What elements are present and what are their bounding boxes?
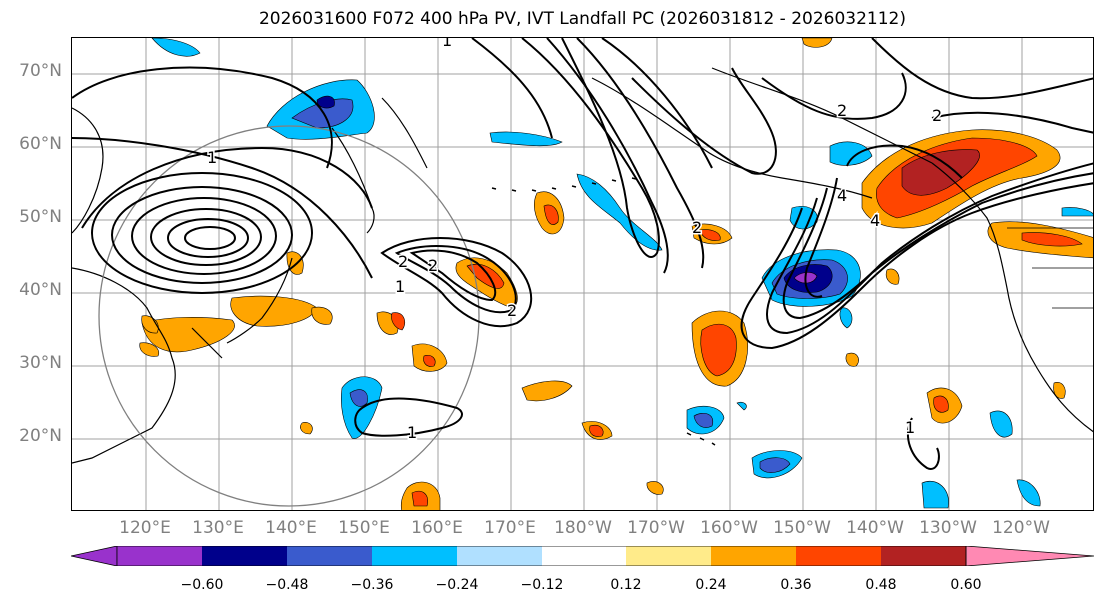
contour-label: 2: [932, 106, 942, 125]
lat-label-30n: 30°N: [19, 353, 62, 373]
colorbar-tick: 0.12: [610, 577, 642, 593]
contour-label: 1: [207, 148, 217, 167]
contour-label: 1: [407, 423, 417, 442]
lat-label-40n: 40°N: [19, 280, 62, 300]
lon-label-180w: 180°W: [554, 518, 612, 538]
contour-label: 1: [905, 418, 915, 437]
colorbar: [71, 546, 1094, 566]
region-circle: [98, 125, 480, 507]
colorbar-tick: −0.36: [350, 577, 394, 593]
colorbar-tick: −0.48: [265, 577, 309, 593]
colorbar-tick: 0.60: [950, 577, 982, 593]
colorbar-segment: [881, 546, 966, 566]
lon-label-160w: 160°W: [700, 518, 758, 538]
contour-label: 4: [870, 211, 880, 230]
lon-label-130e: 130°E: [192, 518, 244, 538]
colorbar-segment: [711, 546, 796, 566]
lon-label-150w: 150°W: [773, 518, 831, 538]
contour-label: 1: [442, 38, 452, 50]
colorbar-tick: −0.60: [180, 577, 224, 593]
contour-label: 4: [837, 186, 847, 205]
lon-label-120w: 120°W: [992, 518, 1050, 538]
lon-label-150e: 150°E: [338, 518, 390, 538]
lon-label-140e: 140°E: [265, 518, 317, 538]
map-canvas: 1 1 1 1 2 2 2 2 2 2 4 4 1: [72, 38, 1093, 510]
colorbar-segment: [796, 546, 881, 566]
lat-label-50n: 50°N: [19, 207, 62, 227]
lat-label-60n: 60°N: [19, 134, 62, 154]
lon-label-160e: 160°E: [411, 518, 463, 538]
colorbar-segment: [542, 546, 626, 566]
colorbar-segment: [71, 546, 118, 566]
colorbar-segment: [202, 546, 287, 566]
lat-label-20n: 20°N: [19, 426, 62, 446]
colorbar-tick: 0.24: [695, 577, 727, 593]
lon-label-130w: 130°W: [919, 518, 977, 538]
contour-label: 2: [398, 252, 408, 271]
graticule: [72, 38, 1093, 510]
lon-label-170e: 170°E: [484, 518, 536, 538]
colorbar-tick: −0.12: [520, 577, 564, 593]
ivt-contours: [72, 38, 1093, 470]
colorbar-segment: [372, 546, 457, 566]
lon-label-140w: 140°W: [846, 518, 904, 538]
contour-label: 2: [692, 218, 702, 237]
contour-label-group: 1 1 1 1 2 2 2 2 2 2 4 4 1: [206, 38, 944, 444]
lon-label-120e: 120°E: [119, 518, 171, 538]
colorbar-segment: [117, 546, 202, 566]
colorbar-segment: [287, 546, 372, 566]
contour-label: 1: [395, 277, 405, 296]
map-title: 2026031600 F072 400 hPa PV, IVT Landfall…: [258, 9, 906, 29]
lat-label-70n: 70°N: [19, 61, 62, 81]
colorbar-segment: [457, 546, 542, 566]
colorbar-tick: −0.24: [435, 577, 479, 593]
colorbar-tick: 0.36: [780, 577, 812, 593]
colorbar-tick: 0.48: [865, 577, 897, 593]
contour-label: 2: [837, 101, 847, 120]
contour-label: 2: [507, 301, 517, 320]
colorbar-segment: [626, 546, 711, 566]
lon-label-170w: 170°W: [627, 518, 685, 538]
colorbar-segment: [965, 546, 1094, 566]
contour-label: 2: [428, 256, 438, 275]
map-panel[interactable]: 1 1 1 1 2 2 2 2 2 2 4 4 1: [71, 37, 1094, 511]
